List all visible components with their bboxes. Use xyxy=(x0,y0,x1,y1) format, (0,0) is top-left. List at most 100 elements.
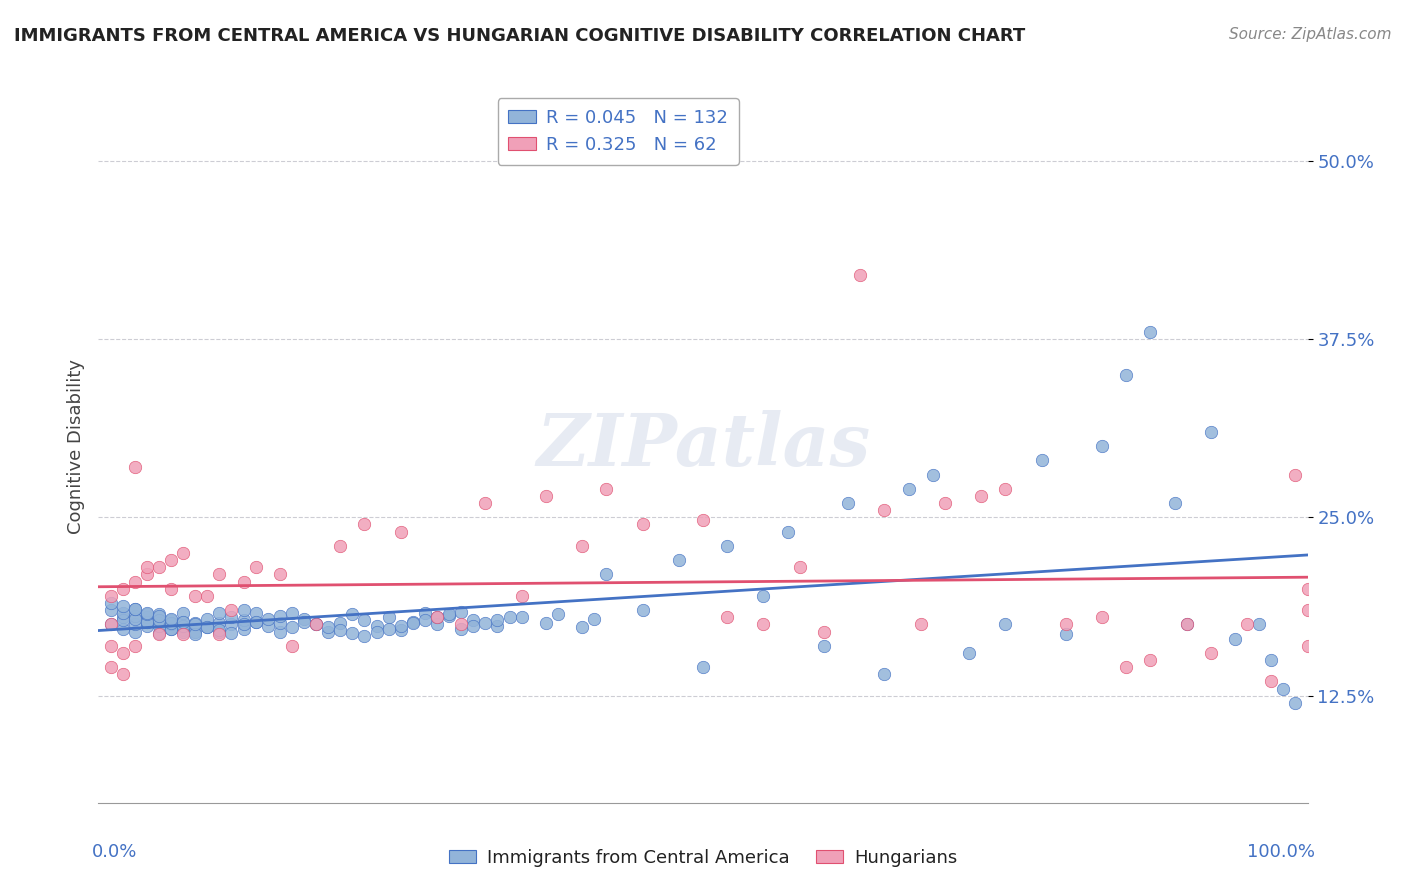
Point xyxy=(437,607,460,622)
Point xyxy=(124,612,146,626)
Point xyxy=(245,606,267,620)
Point xyxy=(184,624,207,639)
Point xyxy=(776,524,799,539)
Point xyxy=(1296,582,1319,596)
Point xyxy=(111,667,134,681)
Point xyxy=(135,619,157,633)
Point xyxy=(1260,653,1282,667)
Point xyxy=(221,610,243,624)
Point xyxy=(1223,632,1246,646)
Point xyxy=(534,615,557,630)
Point xyxy=(413,613,436,627)
Point xyxy=(135,560,157,574)
Point xyxy=(631,603,654,617)
Point xyxy=(1091,439,1114,453)
Text: 100.0%: 100.0% xyxy=(1247,843,1315,861)
Point xyxy=(195,612,218,626)
Point xyxy=(135,615,157,629)
Point xyxy=(970,489,993,503)
Point xyxy=(305,617,328,632)
Point xyxy=(195,620,218,634)
Point xyxy=(160,622,183,636)
Point xyxy=(377,622,399,636)
Point xyxy=(148,626,170,640)
Point xyxy=(245,560,267,574)
Point xyxy=(208,627,231,641)
Point xyxy=(195,589,218,603)
Point xyxy=(692,660,714,674)
Y-axis label: Cognitive Disability: Cognitive Disability xyxy=(66,359,84,533)
Point xyxy=(148,608,170,623)
Point xyxy=(111,613,134,627)
Point xyxy=(124,574,146,589)
Point xyxy=(208,615,231,630)
Point xyxy=(426,617,449,632)
Point xyxy=(160,615,183,630)
Point xyxy=(595,482,617,496)
Point xyxy=(184,589,207,603)
Point xyxy=(329,615,352,630)
Point xyxy=(245,615,267,629)
Point xyxy=(1054,617,1077,632)
Point xyxy=(221,617,243,632)
Point xyxy=(534,489,557,503)
Point xyxy=(668,553,690,567)
Point xyxy=(716,539,738,553)
Point xyxy=(148,615,170,630)
Point xyxy=(256,619,278,633)
Point xyxy=(124,601,146,615)
Point xyxy=(813,624,835,639)
Point xyxy=(148,560,170,574)
Point xyxy=(342,626,364,640)
Point xyxy=(316,620,339,634)
Point xyxy=(329,623,352,637)
Point xyxy=(450,617,472,632)
Text: IMMIGRANTS FROM CENTRAL AMERICA VS HUNGARIAN COGNITIVE DISABILITY CORRELATION CH: IMMIGRANTS FROM CENTRAL AMERICA VS HUNGA… xyxy=(14,27,1025,45)
Point xyxy=(232,613,254,627)
Legend: Immigrants from Central America, Hungarians: Immigrants from Central America, Hungari… xyxy=(441,842,965,874)
Point xyxy=(957,646,980,660)
Point xyxy=(281,639,304,653)
Point xyxy=(1249,617,1271,632)
Point xyxy=(256,612,278,626)
Point xyxy=(172,606,194,620)
Point xyxy=(195,620,218,634)
Point xyxy=(135,606,157,620)
Point xyxy=(135,607,157,622)
Point xyxy=(849,268,872,282)
Point xyxy=(232,574,254,589)
Point xyxy=(873,503,896,517)
Point xyxy=(172,546,194,560)
Point xyxy=(232,622,254,636)
Point xyxy=(135,610,157,624)
Point xyxy=(111,646,134,660)
Point xyxy=(245,615,267,629)
Point xyxy=(583,612,606,626)
Point xyxy=(305,617,328,632)
Point xyxy=(305,617,328,632)
Point xyxy=(100,596,122,610)
Point xyxy=(402,615,425,629)
Point xyxy=(450,605,472,619)
Point xyxy=(160,553,183,567)
Point xyxy=(426,610,449,624)
Point xyxy=(184,615,207,630)
Point xyxy=(208,624,231,639)
Point xyxy=(269,624,291,639)
Point xyxy=(474,615,496,630)
Point xyxy=(124,624,146,639)
Point xyxy=(1236,617,1258,632)
Point xyxy=(160,612,183,626)
Point xyxy=(172,627,194,641)
Point xyxy=(571,539,593,553)
Point xyxy=(1115,368,1137,382)
Point xyxy=(100,603,122,617)
Point xyxy=(366,619,388,633)
Point xyxy=(232,603,254,617)
Point xyxy=(184,627,207,641)
Point xyxy=(934,496,956,510)
Point xyxy=(921,467,943,482)
Point xyxy=(208,606,231,620)
Point xyxy=(160,613,183,627)
Point xyxy=(172,615,194,629)
